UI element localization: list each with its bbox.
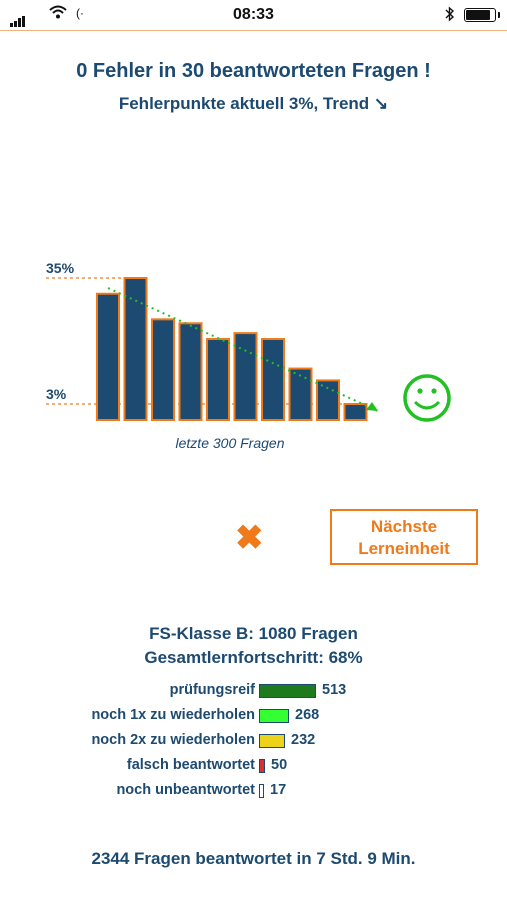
next-lesson-label-line2: Lerneinheit [358,539,450,558]
reference-label-bottom: 3% [46,386,67,402]
chart-caption: letzte 300 Fragen [175,435,285,451]
close-button[interactable]: ✖ [235,519,264,557]
chart-bar [206,338,230,421]
stats-row-count: 50 [271,757,288,773]
stats-row: noch unbeantwortet 17 [0,780,507,802]
error-history-chart: 35% 3% [0,250,470,435]
overall-progress: Gesamtlernfortschritt: 68% [144,648,363,667]
stats-row: noch 2x zu wiederholen 232 [0,730,507,752]
stats-row-bar [259,759,265,773]
smiley-icon [403,374,451,422]
trend-line [107,287,379,412]
error-points-subtitle: Fehlerpunkte aktuell 3%, Trend ↘ [118,94,389,113]
chart-bar [151,318,175,421]
next-lesson-label-line1: Nächste [370,517,438,536]
stats-row-bar [259,784,264,798]
bluetooth-icon [445,6,455,26]
wifi-icon [48,4,68,25]
class-summary: FS-Klasse B: 1080 Fragen [149,624,358,643]
stats-row-label: falsch beantwortet [126,757,255,773]
next-lesson-button[interactable]: Nächste Lerneinheit [330,509,478,565]
stats-row-label: noch 1x zu wiederholen [91,707,255,723]
trend-arrowhead [366,402,378,411]
reference-label-top: 35% [46,260,75,276]
stats-row-bar [259,734,285,748]
sync-icon: (· [76,6,84,20]
chart-bar [261,338,285,421]
signal-icon [10,9,26,27]
stats-row-bar [259,684,316,698]
chart-svg: 35% 3% [46,260,451,422]
stats-row-label: noch unbeantwortet [116,782,255,798]
chart-bar [123,277,148,421]
stats-row-count: 17 [270,782,287,798]
stats-row-label: noch 2x zu wiederholen [91,732,255,748]
stats-row: falsch beantwortet 50 [0,755,507,777]
result-title: 0 Fehler in 30 beantworteten Fragen ! [76,60,431,82]
stats-row-label: prüfungsreif [169,682,255,698]
stats-row-count: 513 [322,682,347,698]
stats-row-count: 268 [295,707,320,723]
chart-bar [288,367,313,421]
stats-row: prüfungsreif 513 [0,680,507,702]
status-time: 08:33 [233,6,274,23]
answered-summary: 2344 Fragen beantwortet in 7 Std. 9 Min. [91,849,416,868]
stats-row-count: 232 [291,732,316,748]
stats-row-bar [259,709,289,723]
chart-bar [96,292,120,421]
chart-bar [343,403,368,421]
chart-bar [233,332,258,421]
stats-row: noch 1x zu wiederholen 268 [0,705,507,727]
chart-bar [316,379,340,421]
chart-bar [178,322,203,421]
status-bar: (· 08:33 [0,0,507,31]
battery-icon [464,8,500,22]
